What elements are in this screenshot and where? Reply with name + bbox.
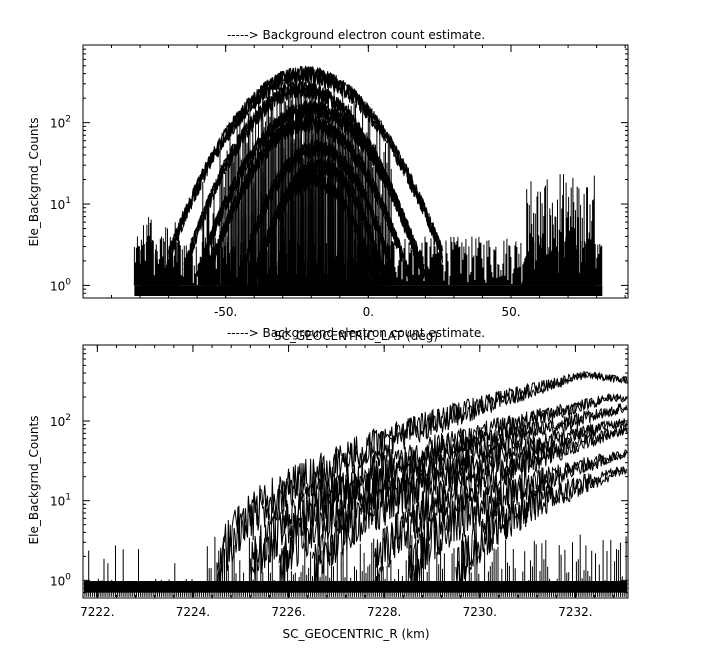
y-tick-label: 101 [50,493,71,509]
x-tick-label: 7232. [558,605,592,619]
panel-latitude: -----> Background electron count estimat… [27,28,629,343]
chart-title-top: -----> Background electron count estimat… [227,28,485,42]
y-tick-base: 10 [50,117,65,131]
panel-radius: -----> Background electron count estimat… [27,326,629,641]
x-tick-label: 0. [363,305,374,319]
x-tick-label: 7226. [271,605,305,619]
y-tick-exponent: 2 [65,115,71,125]
y-tick-base: 10 [50,574,65,588]
x-tick-label: 7222. [80,605,114,619]
spike-cluster [521,174,597,286]
baseline-band [84,581,627,593]
x-tick-label: -50. [214,305,237,319]
y-tick-label: 101 [50,196,71,212]
x-axis-label-top: SC_GEOCENTRIC_LAT (deg) [274,329,438,343]
radius-curve [249,393,628,591]
y-tick-label: 100 [50,277,71,293]
y-tick-base: 10 [50,415,65,429]
y-tick-label: 102 [50,115,71,131]
peak-curve [240,140,397,279]
y-tick-exponent: 1 [65,493,71,503]
x-tick-label: 7228. [367,605,401,619]
peak-fill [262,181,365,286]
y-tick-exponent: 2 [65,413,71,423]
x-tick-label: 7230. [463,605,497,619]
radius-curve [216,371,628,587]
spike-cluster [139,217,180,286]
y-tick-exponent: 1 [65,196,71,206]
y-tick-label: 102 [50,413,71,429]
noise-floor-band [134,285,603,296]
y-tick-exponent: 0 [65,277,71,287]
y-tick-base: 10 [50,279,65,293]
peak-curve [168,66,443,262]
x-tick-label: 50. [501,305,520,319]
y-tick-base: 10 [50,495,65,509]
plot-frame-top [82,44,629,299]
data-layer-bottom [82,370,629,597]
y-axis-label-bottom: Ele_Backgrnd_Counts [27,416,41,545]
y-tick-base: 10 [50,198,65,212]
data-layer-top [133,65,603,296]
plot-frame-bottom [82,344,629,599]
y-tick-exponent: 0 [65,572,71,582]
y-axis-label-top: Ele_Backgrnd_Counts [27,118,41,247]
radius-curve [407,451,628,587]
chart-title-bottom: -----> Background electron count estimat… [227,326,485,340]
x-tick-label: 7224. [176,605,210,619]
radius-curve [455,466,628,591]
y-tick-label: 100 [50,572,71,588]
x-axis-label-bottom: SC_GEOCENTRIC_R (km) [283,627,430,641]
radius-curve [312,418,628,591]
